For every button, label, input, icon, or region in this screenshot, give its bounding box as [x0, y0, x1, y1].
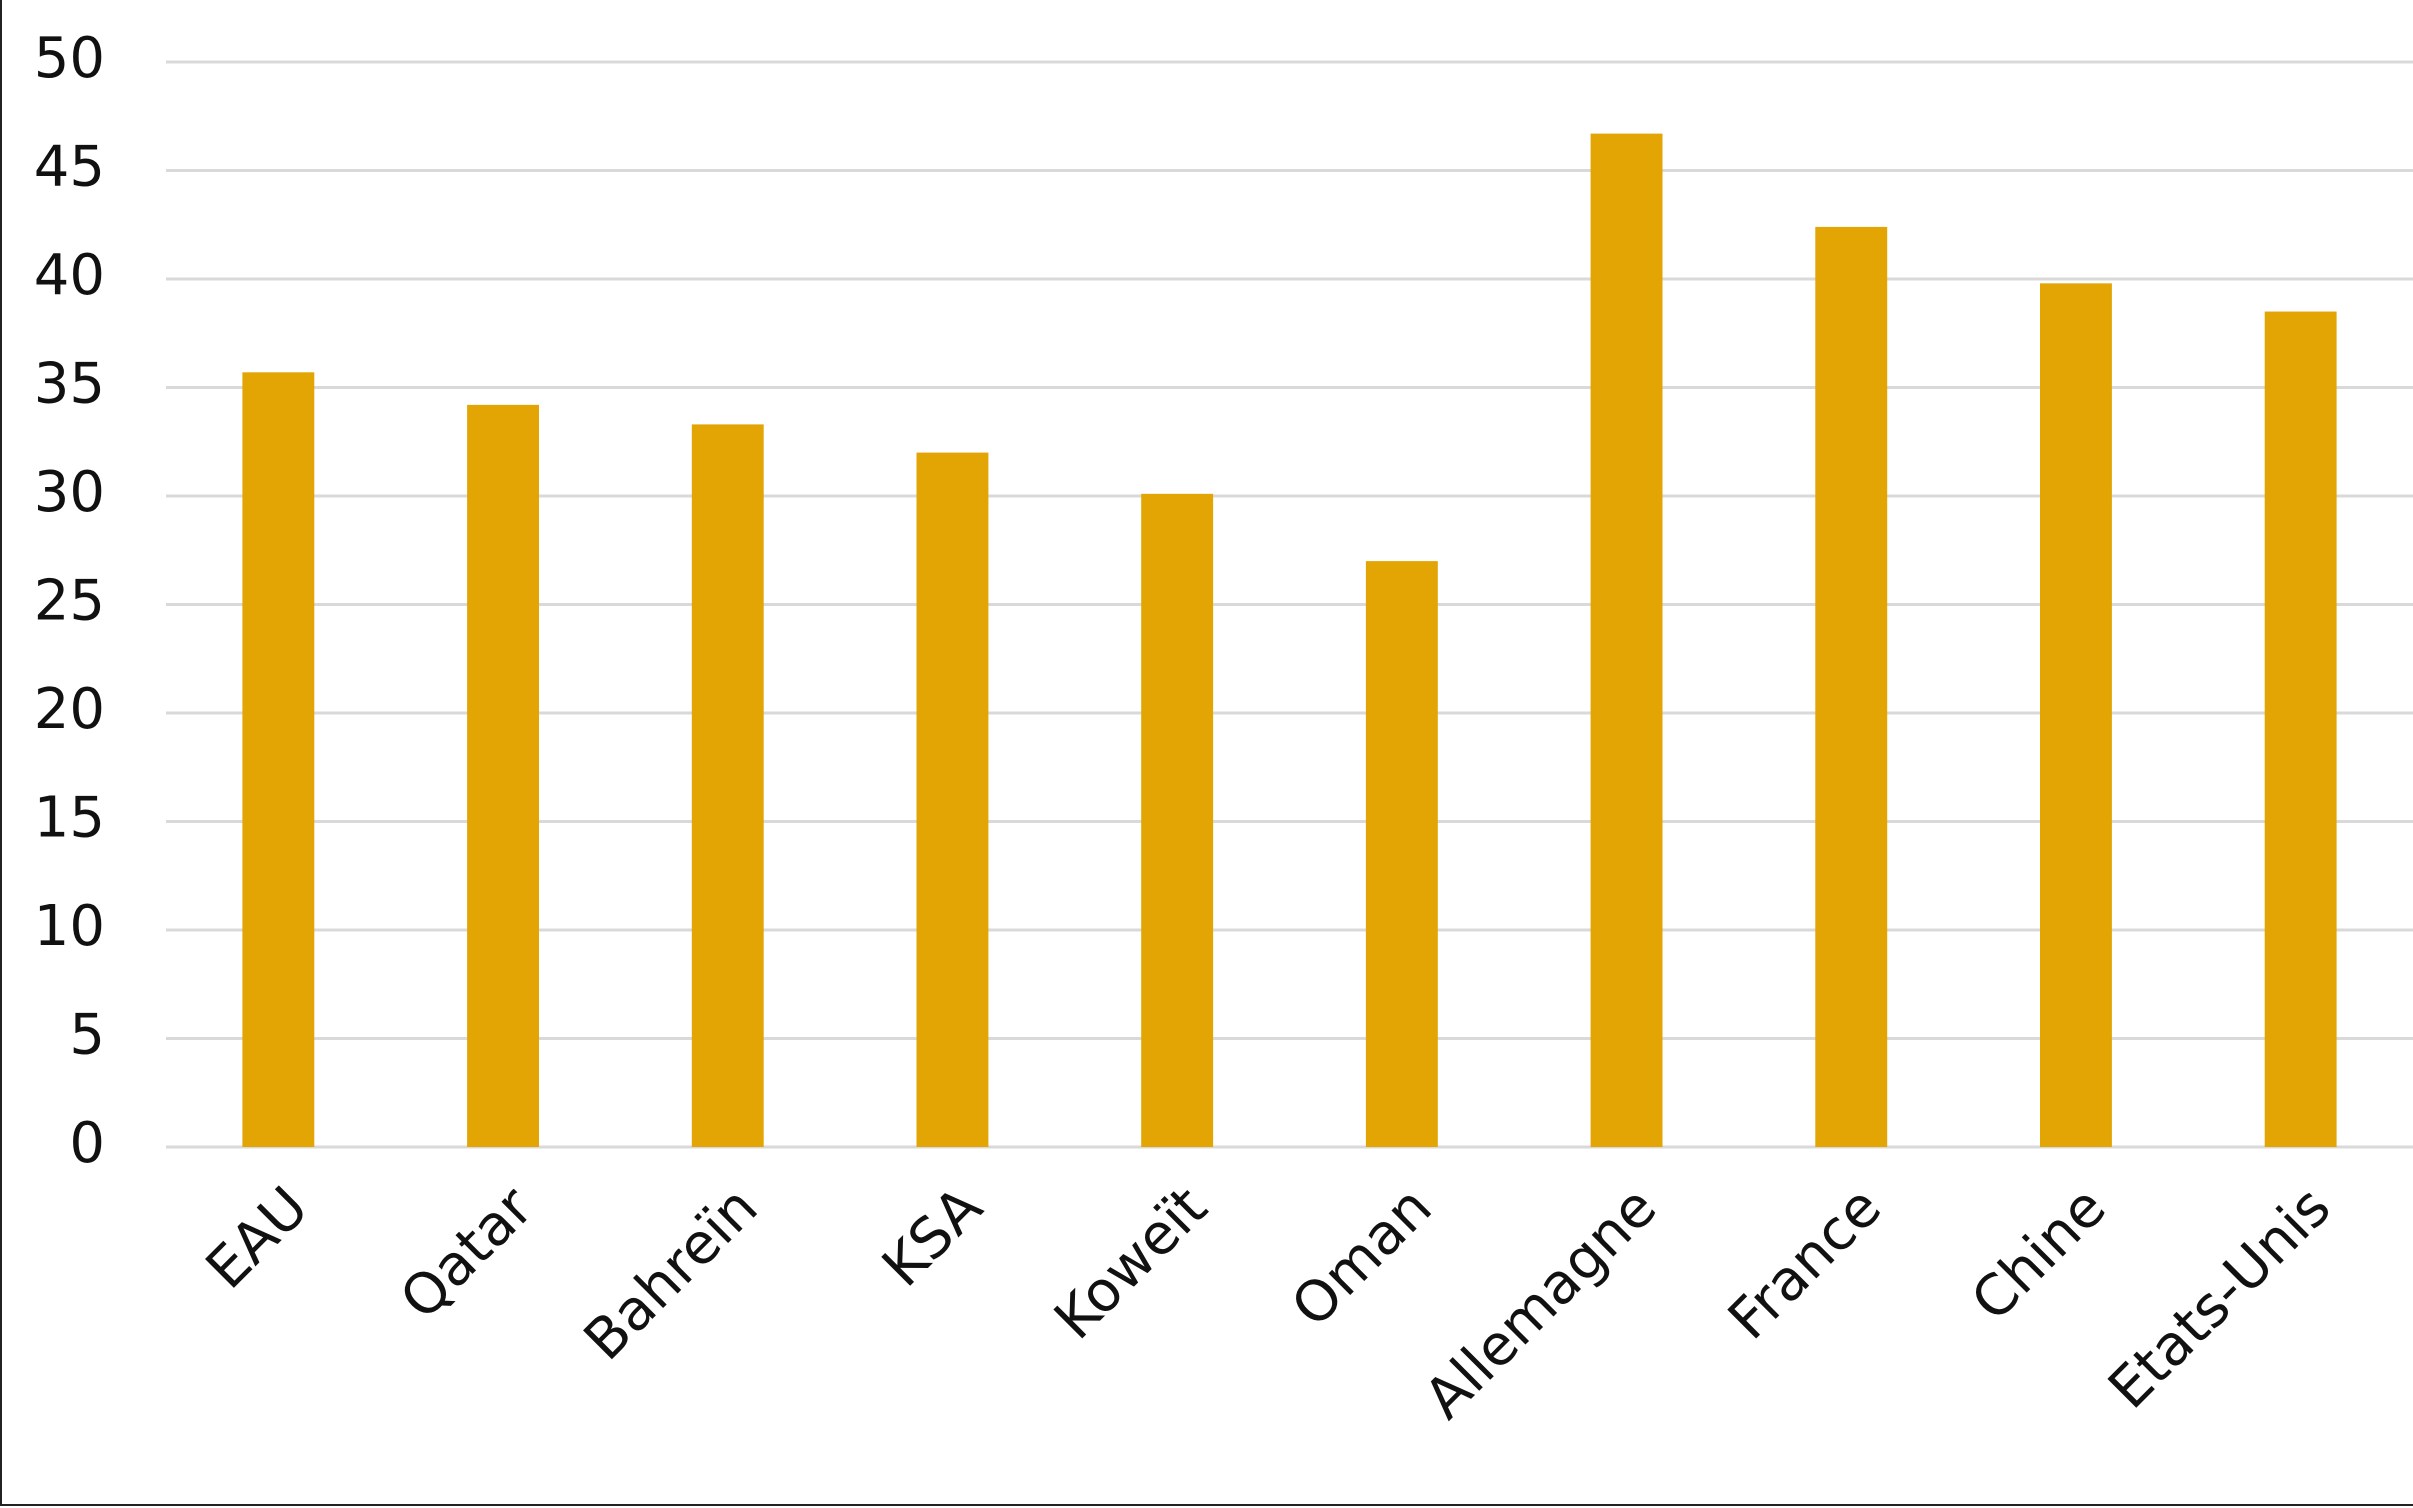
x-tick-label: Chine: [1959, 1175, 2118, 1334]
x-tick-label: France: [1716, 1175, 1894, 1353]
y-tick-label: 20: [34, 677, 105, 742]
bar: [2039, 283, 2112, 1148]
x-tick-label: Bahreïn: [572, 1175, 770, 1373]
bar: [691, 424, 764, 1147]
x-tick-label: Qatar: [388, 1174, 546, 1332]
x-tick-label: Koweït: [1042, 1175, 1219, 1352]
x-tick-label: KSA: [870, 1175, 995, 1300]
bar: [1590, 133, 1663, 1148]
x-tick-label: Etats-Unis: [2096, 1175, 2343, 1422]
y-tick-label: 45: [34, 135, 105, 200]
x-tick-label: Oman: [1279, 1175, 1444, 1340]
bar: [1365, 561, 1438, 1147]
bar: [2264, 311, 2337, 1147]
y-tick-label: 5: [69, 1003, 105, 1068]
bar: [242, 372, 315, 1147]
x-tick-label: EAU: [194, 1175, 321, 1302]
y-tick-label: 10: [34, 894, 105, 959]
y-tick-label: 35: [34, 352, 105, 417]
y-tick-label: 40: [34, 243, 105, 308]
y-tick-label: 30: [34, 460, 105, 525]
bar: [916, 452, 989, 1148]
bar: [467, 404, 540, 1147]
bar: [1141, 493, 1214, 1148]
y-tick-label: 15: [34, 786, 105, 851]
y-tick-label: 25: [34, 569, 105, 634]
x-tick-label: Allemagne: [1412, 1175, 1669, 1432]
y-tick-label: 50: [34, 26, 105, 91]
y-tick-label: 0: [69, 1111, 105, 1176]
bar: [1815, 226, 1888, 1148]
